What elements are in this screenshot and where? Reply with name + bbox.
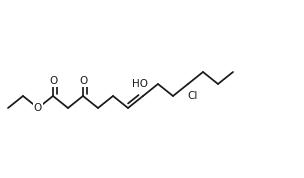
Text: O: O (79, 76, 87, 86)
Text: O: O (49, 76, 57, 86)
Text: Cl: Cl (187, 91, 197, 101)
Text: HO: HO (132, 79, 148, 89)
Text: O: O (34, 103, 42, 113)
